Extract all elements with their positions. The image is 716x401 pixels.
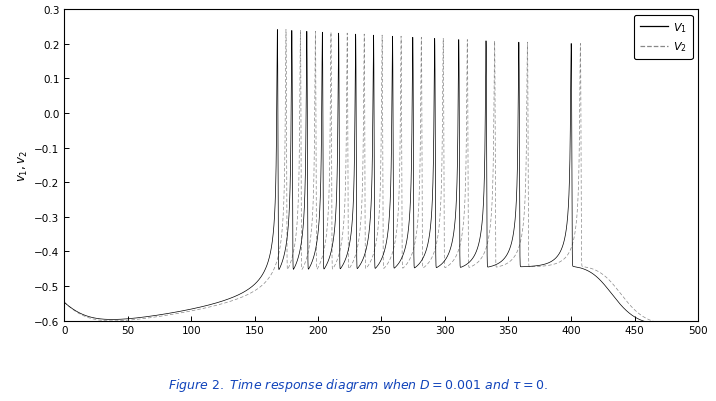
Line: $V_1$: $V_1$ xyxy=(64,30,698,324)
$V_1$ xyxy=(137,315,146,320)
$V_1$ xyxy=(694,320,702,324)
$V_1$ xyxy=(663,322,672,327)
Text: $\it{Figure\ 2.\ Time\ response\ diagram\ when}$$\,\, D = 0.001 \,\, \it{and} \,: $\it{Figure\ 2.\ Time\ response\ diagram… xyxy=(168,376,548,393)
Y-axis label: $v_1, v_2$: $v_1, v_2$ xyxy=(17,150,30,181)
$V_2$ xyxy=(60,294,69,299)
$V_2$ xyxy=(464,158,473,163)
$V_1$ xyxy=(662,322,670,327)
$V_1$ xyxy=(60,296,69,301)
$V_2$ xyxy=(394,209,402,214)
$V_2$ xyxy=(663,322,672,326)
$V_2$ xyxy=(634,311,643,316)
Line: $V_2$: $V_2$ xyxy=(64,30,698,324)
$V_1$ xyxy=(273,28,281,33)
$V_1$ xyxy=(394,262,402,267)
Legend: $V_1$, $V_2$: $V_1$, $V_2$ xyxy=(634,16,692,60)
$V_2$ xyxy=(74,311,83,316)
$V_1$ xyxy=(464,261,473,266)
$V_2$ xyxy=(670,322,679,327)
$V_2$ xyxy=(281,28,290,33)
$V_2$ xyxy=(694,320,702,325)
$V_2$ xyxy=(137,316,146,321)
$V_1$ xyxy=(634,317,643,322)
$V_1$ xyxy=(74,310,83,315)
